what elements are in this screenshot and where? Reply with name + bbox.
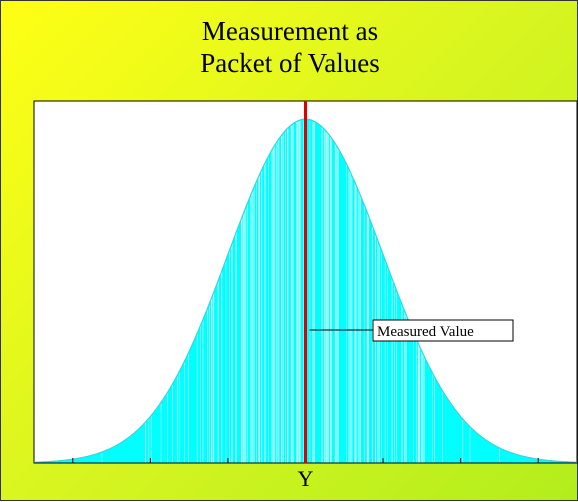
annotation-label: Measured Value	[377, 324, 474, 340]
title-line-1: Measurement as	[201, 16, 379, 46]
slide-title: Measurement as Packet of Values	[1, 15, 578, 79]
curve-group	[33, 118, 578, 463]
title-line-2: Packet of Values	[200, 48, 380, 78]
annotation-group: Measured Value	[309, 319, 514, 342]
annotation-box	[372, 319, 514, 342]
x-tick-label: Y	[298, 466, 314, 491]
